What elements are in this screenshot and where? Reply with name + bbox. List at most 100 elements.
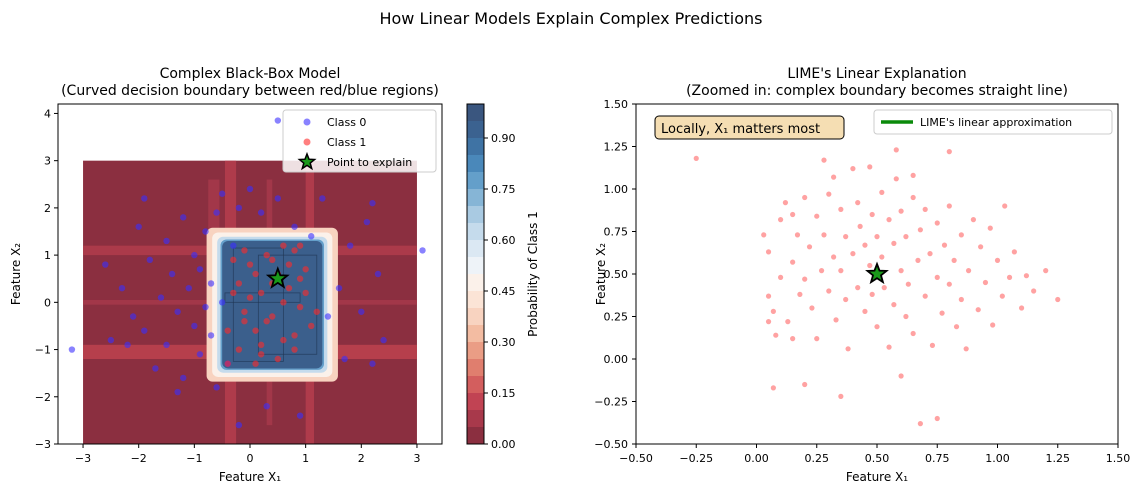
left-point-class-0-7 [135,223,142,230]
left-x-tick-label-2: −1 [186,452,202,465]
left-x-tick-label-4: 1 [302,452,309,465]
right-point-51 [891,302,897,308]
right-point-59 [910,330,916,337]
colorbar-band-18 [467,121,484,138]
colorbar: 0.00 0.15 0.30 0.45 0.60 0.75 0.90 Probability… [466,103,540,451]
colorbar-band-14 [467,189,484,206]
left-point-class-0-9 [146,256,154,264]
right-point-73 [953,324,960,330]
left-point-class-1-33 [224,360,231,367]
left-point-class-1-0 [230,256,237,264]
left-point-class-0-48 [374,270,382,278]
right-point-71 [946,281,952,287]
colorbar-bands [467,104,484,444]
right-point-53 [898,268,904,274]
right-point-32 [850,166,856,172]
right-point-34 [855,200,861,206]
left-point-class-1-3 [246,261,254,268]
right-point-103 [770,385,776,391]
right-point-27 [838,206,844,212]
right-point-17 [809,305,815,311]
right-point-15 [802,276,808,282]
left-point-class-0-11 [157,294,165,301]
left-y-tick-label-6: 3 [44,155,51,168]
left-point-class-0-36 [263,403,270,410]
colorbar-band-13 [467,206,484,223]
left-point-class-0-10 [152,365,159,372]
left-point-class-0-52 [124,341,131,349]
right-point-16 [806,244,813,250]
colorbar-ticks: 0.00 0.15 0.30 0.45 0.60 0.75 0.90 [484,132,516,451]
right-point-96 [821,157,827,163]
right-point-102 [802,381,808,388]
right-point-11 [790,336,796,342]
contour-inner-1 [257,254,318,355]
left-point-class-0-27 [213,209,220,216]
right-legend: LIME's linear approximation [873,109,1113,135]
left-point-class-1-26 [285,261,293,268]
right-legend-box [873,109,1113,135]
colorbar-band-0 [467,427,484,444]
right-point-90 [1023,273,1030,279]
right-point-101 [917,421,923,427]
right-x-tick-label-1: −0.25 [679,452,713,465]
colorbar-band-16 [467,155,484,172]
right-x-tick-label-5: 0.75 [925,452,950,465]
left-point-class-0-5 [118,284,126,292]
left-point-class-0-26 [207,280,215,287]
left-y-tick-label-3: 0 [44,296,51,309]
right-point-24 [831,174,837,180]
left-point-class-1-36 [241,318,248,325]
left-point-class-0-37 [274,195,282,202]
left-point-class-0-50 [369,199,376,207]
right-point-0 [693,155,699,161]
right-point-1 [761,232,767,238]
right-y-tick-label-0: −0.50 [594,438,628,451]
left-point-class-0-16 [180,214,187,221]
left-point-class-1-27 [296,275,304,282]
right-point-99 [910,172,916,178]
left-point-class-0-29 [218,299,226,306]
left-point-class-0-42 [335,284,343,292]
right-point-105 [934,415,940,422]
annotation-background [654,115,845,140]
left-y-ticks: −3 −2 −1 0 1 2 3 4 [35,107,58,451]
left-point-class-0-32 [230,242,237,249]
right-point-23 [826,288,832,294]
right-point-58 [910,194,916,201]
right-point-7 [778,274,784,280]
right-point-67 [934,220,940,226]
right-x-tick-label-6: 1.00 [985,452,1010,465]
left-point-class-1-4 [252,327,259,334]
left-chart: Complex Black-Box Model (Curved decision… [9,66,443,484]
left-point-class-0-34 [246,185,254,193]
legend-label-lime: LIME's linear approximation [920,116,1072,129]
left-point-class-0-41 [324,313,332,320]
left-point-class-0-14 [168,270,176,278]
right-x-tick-label-4: 0.50 [865,452,890,465]
left-point-class-0-19 [191,322,198,330]
right-point-18 [814,213,820,219]
right-point-85 [999,293,1005,299]
right-point-12 [794,232,801,238]
left-y-tick-label-5: 2 [44,202,51,215]
left-point-class-1-18 [257,351,265,358]
right-point-4 [770,308,776,314]
legend-marker-class-0 [303,118,311,126]
left-contour-fill [83,160,417,444]
right-point-97 [893,147,899,153]
right-point-26 [833,317,839,323]
right-point-49 [886,344,892,350]
left-point-class-1-37 [296,242,304,249]
right-point-57 [905,281,911,287]
right-point-47 [881,285,887,291]
right-point-80 [978,244,984,250]
right-point-83 [990,322,996,328]
left-y-tick-label-4: 1 [44,249,51,262]
left-point-class-1-15 [224,327,231,334]
right-y-tick-label-3: 0.25 [604,311,629,324]
right-point-92 [1043,268,1049,274]
left-point-class-0-38 [291,223,298,230]
right-chart: LIME's Linear Explanation (Zoomed in: co… [594,66,1130,484]
left-point-class-0-35 [257,209,265,216]
